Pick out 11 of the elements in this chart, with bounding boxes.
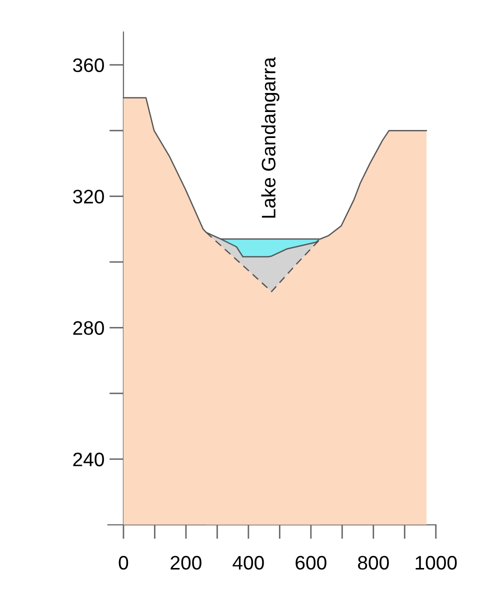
- y-tick-label: 240: [73, 452, 104, 466]
- x-tick-label: 400: [232, 556, 264, 570]
- x-tick-label: 0: [118, 556, 128, 570]
- x-tick-label: 600: [296, 556, 326, 570]
- x-tick-label: 1000: [416, 556, 457, 570]
- y-tick-label: 280: [73, 321, 104, 335]
- y-tick-label: 320: [73, 190, 104, 204]
- x-tick-label: 200: [170, 556, 202, 570]
- y-tick-label: 360: [73, 58, 104, 72]
- annotation: Lake Gandangarra: [261, 57, 280, 218]
- x-tick-label: 800: [358, 556, 389, 570]
